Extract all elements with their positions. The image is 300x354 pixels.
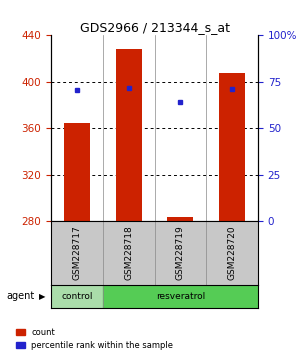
Bar (219, 73, 245, 221)
Text: ▶: ▶ (38, 292, 45, 301)
Bar (51, 285, 103, 308)
Bar (167, 217, 193, 221)
Bar (64, 122, 90, 221)
Title: GDS2966 / 213344_s_at: GDS2966 / 213344_s_at (80, 21, 230, 34)
Bar (103, 285, 258, 308)
Text: resveratrol: resveratrol (156, 292, 205, 301)
Bar (116, 49, 142, 221)
Text: GSM228717: GSM228717 (72, 226, 81, 280)
Text: agent: agent (6, 291, 34, 302)
Text: GSM228720: GSM228720 (228, 226, 237, 280)
Legend: count, percentile rank within the sample: count, percentile rank within the sample (16, 328, 173, 350)
Text: control: control (61, 292, 93, 301)
Text: GSM228718: GSM228718 (124, 226, 133, 280)
Text: GSM228719: GSM228719 (176, 226, 185, 280)
